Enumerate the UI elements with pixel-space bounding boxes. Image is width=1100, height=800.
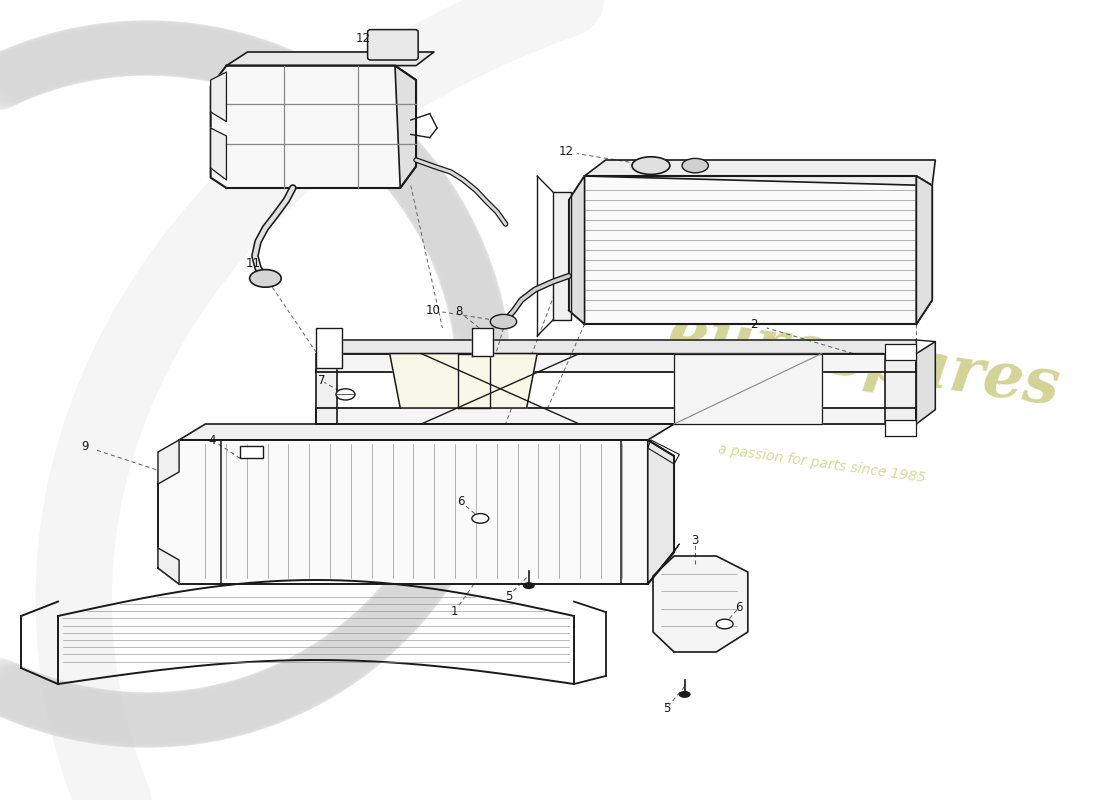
Polygon shape xyxy=(316,328,342,368)
Ellipse shape xyxy=(632,157,670,174)
Polygon shape xyxy=(459,354,490,408)
Polygon shape xyxy=(179,424,674,440)
Text: 5: 5 xyxy=(505,590,513,602)
Polygon shape xyxy=(316,408,916,424)
Polygon shape xyxy=(316,340,916,354)
Polygon shape xyxy=(916,342,935,424)
Text: 12: 12 xyxy=(355,32,371,45)
Polygon shape xyxy=(884,420,916,436)
Ellipse shape xyxy=(680,691,690,698)
Polygon shape xyxy=(916,176,932,324)
Polygon shape xyxy=(389,354,537,408)
Polygon shape xyxy=(158,440,179,484)
Ellipse shape xyxy=(336,389,355,400)
Polygon shape xyxy=(648,440,674,584)
Polygon shape xyxy=(884,354,916,424)
Polygon shape xyxy=(211,66,416,188)
Polygon shape xyxy=(227,52,434,66)
Polygon shape xyxy=(211,72,227,122)
Text: 10: 10 xyxy=(426,304,441,317)
Polygon shape xyxy=(158,440,674,584)
Text: 7: 7 xyxy=(318,374,324,387)
Text: eurospares: eurospares xyxy=(663,302,1064,418)
Ellipse shape xyxy=(716,619,733,629)
Ellipse shape xyxy=(472,514,488,523)
Text: 2: 2 xyxy=(750,318,758,330)
Text: 8: 8 xyxy=(455,305,462,318)
Polygon shape xyxy=(916,176,932,324)
Text: 4: 4 xyxy=(209,434,216,446)
Polygon shape xyxy=(211,128,227,180)
Ellipse shape xyxy=(491,314,517,329)
Polygon shape xyxy=(316,354,337,424)
Text: a passion for parts since 1985: a passion for parts since 1985 xyxy=(717,442,926,486)
Polygon shape xyxy=(316,354,916,372)
Ellipse shape xyxy=(524,582,534,589)
Polygon shape xyxy=(884,344,916,360)
Text: 3: 3 xyxy=(692,534,698,547)
Text: 12: 12 xyxy=(559,146,573,158)
Polygon shape xyxy=(569,176,584,324)
Text: 1: 1 xyxy=(451,605,459,618)
Polygon shape xyxy=(472,328,493,356)
Polygon shape xyxy=(569,176,932,324)
Text: 11: 11 xyxy=(246,257,261,270)
Polygon shape xyxy=(553,192,571,320)
Polygon shape xyxy=(158,548,179,584)
Ellipse shape xyxy=(250,270,282,287)
Text: 5: 5 xyxy=(663,702,670,715)
Ellipse shape xyxy=(682,158,708,173)
Polygon shape xyxy=(395,66,416,188)
Polygon shape xyxy=(584,160,935,186)
FancyBboxPatch shape xyxy=(367,30,418,60)
FancyBboxPatch shape xyxy=(240,446,263,458)
Text: 9: 9 xyxy=(80,440,88,453)
Text: 6: 6 xyxy=(458,495,464,508)
Text: 6: 6 xyxy=(736,601,743,614)
Polygon shape xyxy=(653,556,748,652)
Polygon shape xyxy=(674,354,822,424)
